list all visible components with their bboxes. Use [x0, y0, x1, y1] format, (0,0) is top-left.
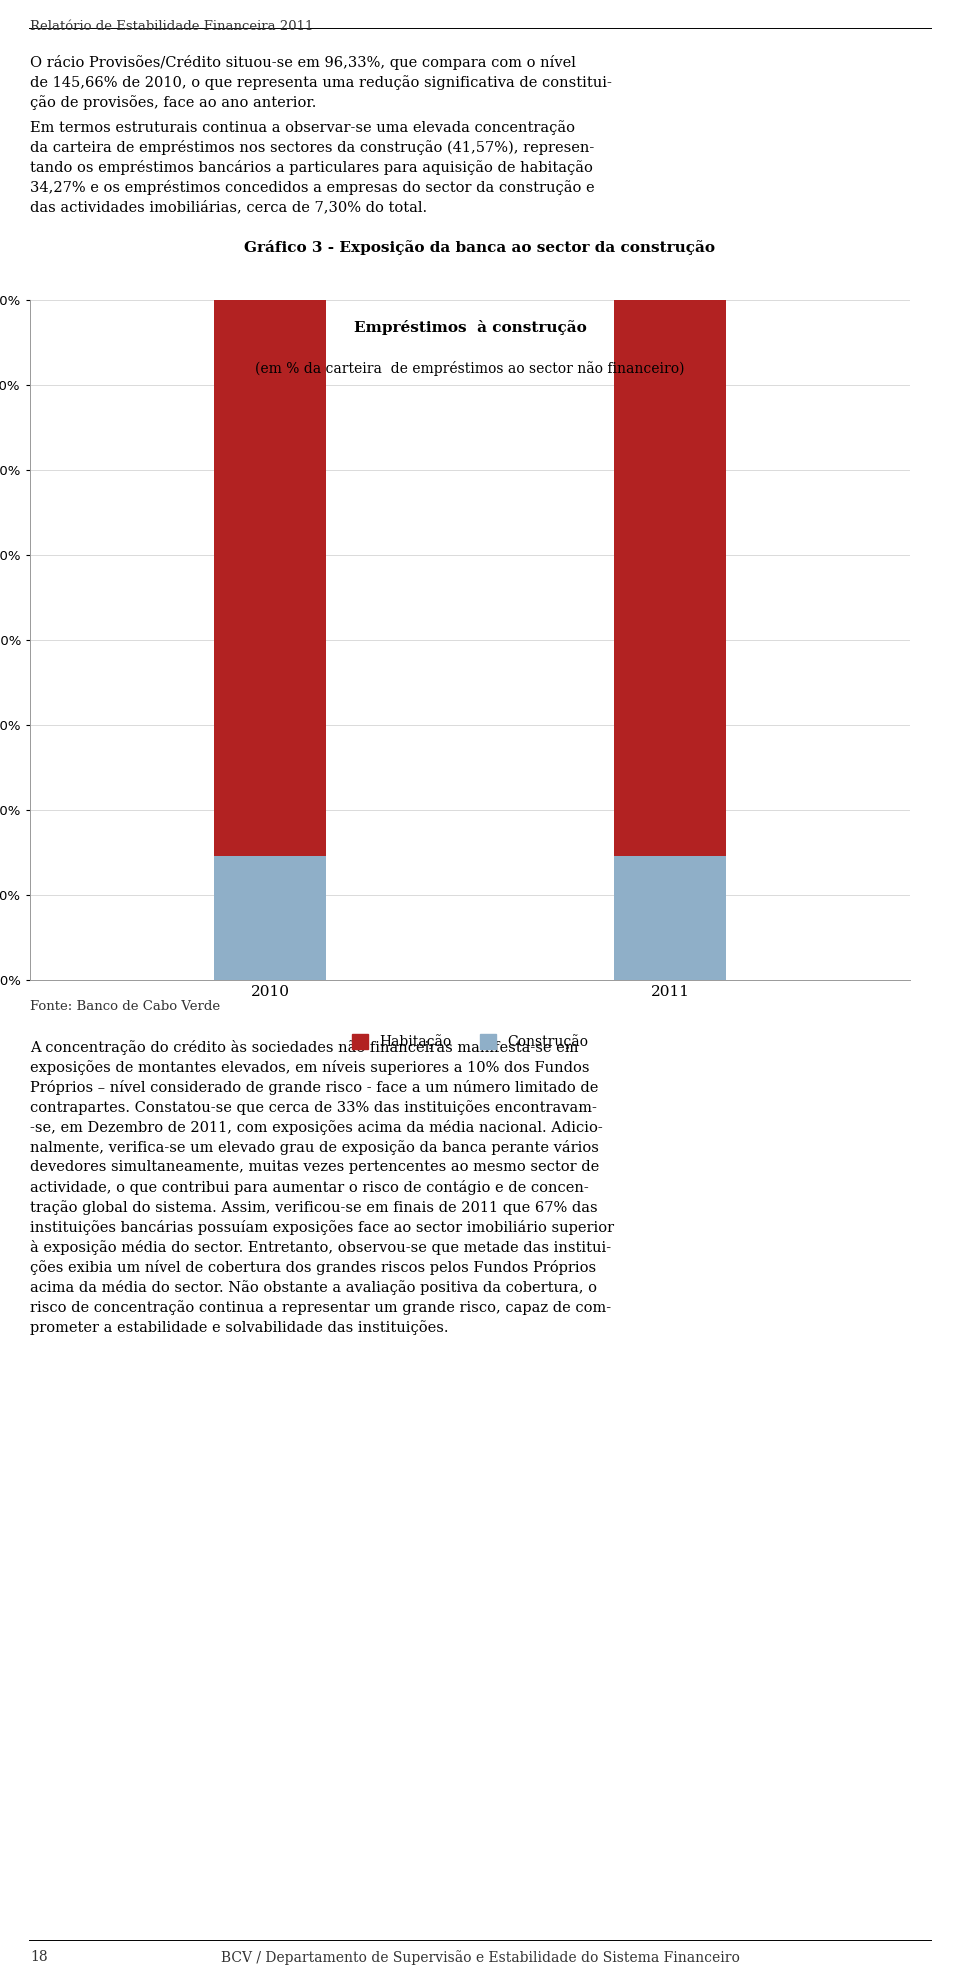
- Text: exposições de montantes elevados, em níveis superiores a 10% dos Fundos: exposições de montantes elevados, em nív…: [30, 1061, 589, 1075]
- Text: contrapartes. Constatou-se que cerca de 33% das instituições encontravam-: contrapartes. Constatou-se que cerca de …: [30, 1100, 597, 1114]
- Text: devedores simultaneamente, muitas vezes pertencentes ao mesmo sector de: devedores simultaneamente, muitas vezes …: [30, 1160, 599, 1174]
- Text: à exposição média do sector. Entretanto, observou-se que metade das institui-: à exposição média do sector. Entretanto,…: [30, 1241, 612, 1255]
- Text: actividade, o que contribui para aumentar o risco de contágio e de concen-: actividade, o que contribui para aumenta…: [30, 1179, 588, 1195]
- Text: nalmente, verifica-se um elevado grau de exposição da banca perante vários: nalmente, verifica-se um elevado grau de…: [30, 1140, 599, 1156]
- Text: A concentração do crédito às sociedades não financeiras manifesta-se em: A concentração do crédito às sociedades …: [30, 1041, 579, 1055]
- Text: Relatório de Estabilidade Financeira 2011: Relatório de Estabilidade Financeira 201…: [30, 20, 313, 34]
- Text: acima da média do sector. Não obstante a avaliação positiva da cobertura, o: acima da média do sector. Não obstante a…: [30, 1280, 597, 1294]
- Text: Fonte: Banco de Cabo Verde: Fonte: Banco de Cabo Verde: [30, 999, 220, 1013]
- Text: BCV / Departamento de Supervisão e Estabilidade do Sistema Financeiro: BCV / Departamento de Supervisão e Estab…: [221, 1949, 739, 1965]
- Text: tando os empréstimos bancários a particulares para aquisição de habitação: tando os empréstimos bancários a particu…: [30, 160, 593, 174]
- Text: Em termos estruturais continua a observar-se uma elevada concentração: Em termos estruturais continua a observa…: [30, 121, 575, 135]
- Text: ção de provisões, face ao ano anterior.: ção de provisões, face ao ano anterior.: [30, 95, 317, 111]
- Text: Próprios – nível considerado de grande risco - face a um número limitado de: Próprios – nível considerado de grande r…: [30, 1081, 598, 1094]
- Text: de 145,66% de 2010, o que representa uma redução significativa de constitui-: de 145,66% de 2010, o que representa uma…: [30, 75, 612, 89]
- Text: Empréstimos  à construção: Empréstimos à construção: [353, 321, 587, 334]
- Text: prometer a estabilidade e solvabilidade das instituições.: prometer a estabilidade e solvabilidade …: [30, 1320, 448, 1336]
- Text: O rácio Provisões/Crédito situou-se em 96,33%, que compara com o nível: O rácio Provisões/Crédito situou-se em 9…: [30, 55, 576, 69]
- Text: 18: 18: [30, 1949, 48, 1963]
- Text: -se, em Dezembro de 2011, com exposições acima da média nacional. Adicio-: -se, em Dezembro de 2011, com exposições…: [30, 1120, 603, 1136]
- Bar: [614, 273, 726, 855]
- Bar: [214, 855, 326, 980]
- Text: ções exibia um nível de cobertura dos grandes riscos pelos Fundos Próprios: ções exibia um nível de cobertura dos gr…: [30, 1261, 596, 1274]
- Bar: [614, 855, 726, 980]
- Text: 34,27% e os empréstimos concedidos a empresas do sector da construção e: 34,27% e os empréstimos concedidos a emp…: [30, 180, 594, 196]
- Text: (em % da carteira  de empréstimos ao sector não financeiro): (em % da carteira de empréstimos ao sect…: [255, 362, 684, 376]
- Text: da carteira de empréstimos nos sectores da construção (41,57%), represen-: da carteira de empréstimos nos sectores …: [30, 141, 594, 154]
- Legend: Habitação, Construção: Habitação, Construção: [347, 1029, 594, 1055]
- Text: instituições bancárias possuíam exposições face ao sector imobiliário superior: instituições bancárias possuíam exposiçõ…: [30, 1219, 614, 1235]
- Text: tração global do sistema. Assim, verificou-se em finais de 2011 que 67% das: tração global do sistema. Assim, verific…: [30, 1199, 598, 1215]
- Text: Gráfico 3 - Exposição da banca ao sector da construção: Gráfico 3 - Exposição da banca ao sector…: [245, 239, 715, 255]
- Text: risco de concentração continua a representar um grande risco, capaz de com-: risco de concentração continua a represe…: [30, 1300, 612, 1314]
- Bar: [214, 273, 326, 855]
- Text: das actividades imobiliárias, cerca de 7,30% do total.: das actividades imobiliárias, cerca de 7…: [30, 200, 427, 214]
